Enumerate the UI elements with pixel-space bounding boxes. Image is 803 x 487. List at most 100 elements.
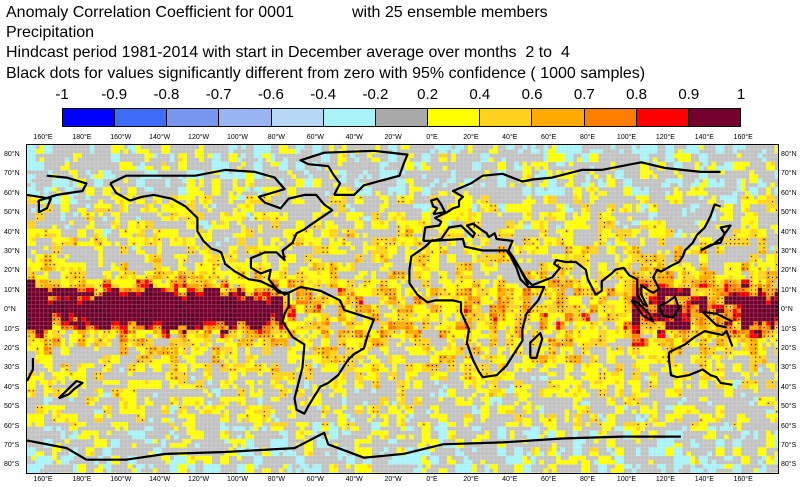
acc-cell	[678, 283, 683, 289]
acc-cell	[291, 313, 297, 318]
acc-cell	[27, 233, 32, 238]
acc-cell	[199, 191, 204, 196]
acc-cell	[266, 329, 271, 335]
acc-cell	[648, 220, 654, 226]
acc-cell	[678, 182, 683, 188]
acc-cell	[77, 182, 82, 188]
acc-cell	[426, 216, 431, 221]
acc-cell	[325, 266, 330, 272]
acc-cell	[732, 279, 738, 284]
acc-cell	[451, 216, 456, 221]
acc-cell	[186, 212, 192, 217]
acc-cell	[413, 220, 418, 226]
acc-cell	[455, 304, 460, 310]
acc-cell	[182, 208, 187, 213]
acc-cell	[552, 149, 557, 154]
acc-cell	[199, 233, 204, 238]
acc-cell	[115, 153, 120, 158]
acc-cell	[766, 279, 771, 284]
acc-cell	[186, 203, 192, 209]
acc-cell	[657, 262, 662, 268]
acc-cell	[199, 287, 204, 293]
acc-cell	[308, 317, 313, 322]
acc-cell	[610, 216, 616, 221]
acc-cell	[295, 220, 301, 226]
acc-cell	[161, 229, 166, 234]
acc-cell	[644, 224, 649, 230]
acc-cell	[283, 229, 288, 234]
acc-cell	[31, 266, 36, 272]
acc-cell	[400, 237, 406, 242]
acc-cell	[52, 241, 57, 247]
acc-cell	[434, 317, 439, 322]
acc-cell	[665, 149, 670, 154]
acc-cell	[396, 212, 402, 217]
acc-cell	[140, 208, 145, 213]
acc-cell	[337, 317, 343, 322]
acc-cell	[207, 195, 213, 200]
acc-cell	[274, 245, 280, 251]
acc-cell	[463, 279, 469, 284]
acc-cell	[228, 321, 234, 326]
acc-cell	[127, 191, 133, 196]
acc-cell	[564, 241, 570, 247]
acc-cell	[522, 296, 528, 301]
acc-cell	[237, 170, 242, 175]
acc-cell	[165, 166, 171, 171]
acc-cell	[602, 241, 607, 247]
acc-cell	[455, 329, 460, 335]
acc-cell	[144, 313, 150, 318]
acc-cell	[153, 300, 158, 305]
colorbar-tick-label: 0.9	[678, 86, 700, 103]
acc-cell	[753, 317, 759, 322]
acc-cell	[753, 199, 759, 205]
acc-cell	[375, 279, 381, 284]
acc-cell	[715, 317, 721, 322]
acc-cell	[337, 262, 343, 268]
acc-cell	[514, 245, 519, 251]
colorbar-swatch	[375, 109, 429, 126]
acc-cell	[636, 220, 641, 226]
acc-cell	[547, 266, 553, 272]
acc-cell	[392, 300, 397, 305]
acc-cell	[749, 300, 754, 305]
acc-cell	[442, 229, 448, 234]
acc-cell	[228, 271, 234, 276]
acc-cell	[127, 317, 133, 322]
acc-cell	[661, 296, 666, 301]
acc-cell	[552, 292, 557, 297]
acc-cell	[216, 157, 221, 163]
acc-cell	[703, 191, 708, 196]
acc-cell	[274, 187, 280, 192]
acc-cell	[178, 296, 183, 301]
acc-cell	[682, 308, 687, 314]
acc-cell	[552, 212, 557, 217]
acc-cell	[316, 245, 322, 251]
acc-cell	[329, 220, 334, 226]
acc-cell	[119, 287, 124, 293]
acc-cell	[522, 216, 528, 221]
acc-cell	[379, 292, 385, 297]
acc-cell	[711, 178, 717, 184]
acc-cell	[81, 296, 87, 301]
acc-cell	[379, 300, 385, 305]
acc-cell	[56, 308, 61, 314]
acc-cell	[178, 325, 183, 331]
acc-cell	[216, 283, 221, 289]
acc-cell	[270, 237, 276, 242]
acc-cell	[405, 220, 410, 226]
acc-cell	[384, 329, 389, 335]
acc-cell	[627, 233, 633, 238]
acc-cell	[350, 208, 355, 213]
acc-cell	[363, 241, 368, 247]
acc-cell	[304, 182, 309, 188]
colorbar-swatch	[63, 109, 116, 126]
acc-cell	[434, 266, 439, 272]
acc-cell	[505, 292, 511, 297]
acc-cell	[619, 296, 624, 301]
acc-cell	[228, 191, 234, 196]
acc-cell	[678, 191, 683, 196]
acc-cell	[514, 321, 519, 326]
acc-cell	[636, 208, 641, 213]
acc-cell	[295, 166, 301, 171]
